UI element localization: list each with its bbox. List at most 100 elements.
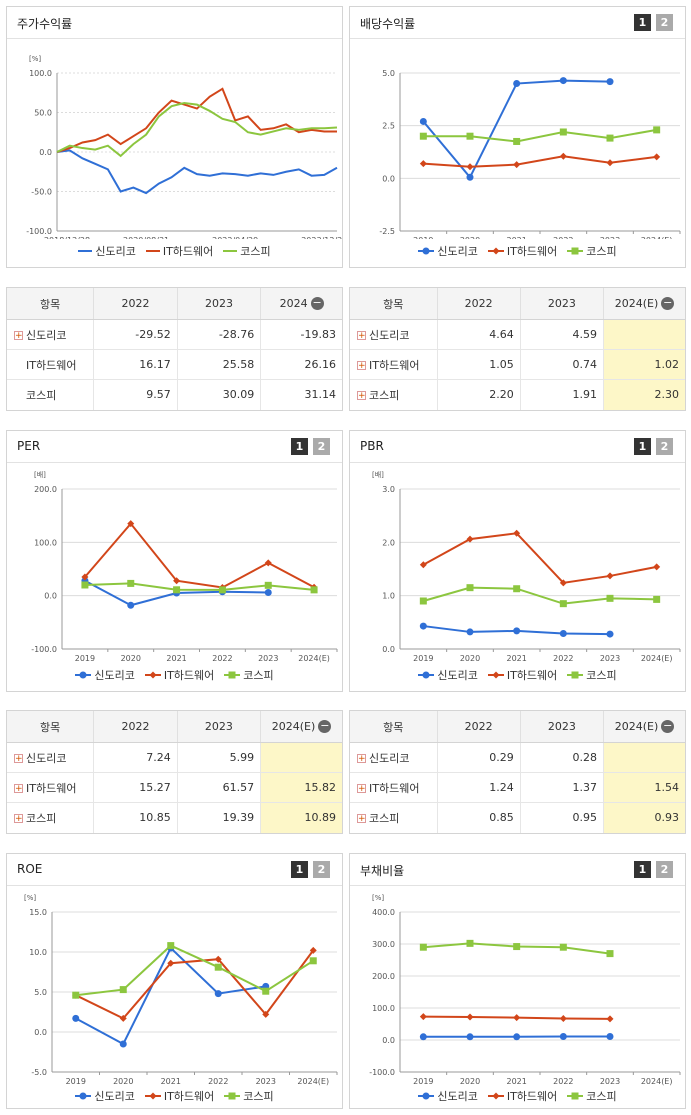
data-point (466, 1033, 474, 1041)
expand-icon[interactable]: + (14, 814, 23, 825)
legend-swatch (223, 250, 238, 252)
page-2-button[interactable]: 2 (656, 861, 673, 878)
y-tick-label: 5.0 (34, 988, 47, 997)
page-2-button[interactable]: 2 (656, 438, 673, 455)
y-tick-label: 0.0 (382, 1036, 395, 1045)
legend-item: 코스피 (224, 1088, 274, 1104)
x-tick-label: 2020 (460, 654, 480, 663)
row-label: + 코스피 (350, 802, 438, 833)
legend-swatch (75, 1092, 92, 1100)
data-point (167, 959, 175, 967)
legend-swatch (567, 247, 584, 255)
collapse-icon[interactable]: − (310, 296, 324, 311)
data-point (606, 572, 614, 580)
series-line (84, 522, 315, 589)
data-point (310, 586, 318, 594)
chart-legend: 신도리코 IT하드웨어 코스피 (350, 243, 685, 259)
column-header: 2023 (176, 288, 261, 320)
legend-swatch (224, 1092, 241, 1100)
expand-icon[interactable]: + (357, 331, 366, 341)
data-point (218, 586, 226, 594)
x-tick-label: 2019 (413, 1077, 433, 1086)
data-point (419, 597, 427, 605)
data-point (264, 588, 272, 596)
legend-item: IT하드웨어 (487, 243, 558, 259)
legend-item: 코스피 (223, 243, 271, 259)
data-point (513, 1033, 521, 1041)
legend-item: IT하드웨어 (145, 243, 213, 259)
table-cell (260, 742, 342, 773)
table-cell: 25.58 (176, 349, 261, 380)
legend-item: 코스피 (567, 1088, 617, 1104)
panel-title: 배당수익률 (360, 17, 416, 31)
expand-icon[interactable]: + (14, 331, 23, 341)
page-2-button[interactable]: 2 (313, 861, 330, 878)
collapse-icon[interactable]: − (661, 719, 675, 734)
x-tick-label: 2022/04/29 (212, 236, 258, 239)
page-1-button[interactable]: 1 (634, 861, 651, 878)
data-point (228, 671, 236, 679)
collapse-icon[interactable]: − (661, 296, 675, 311)
legend-label: 코스피 (586, 669, 617, 682)
column-header: 2023 (519, 711, 604, 743)
page-1-button[interactable]: 1 (291, 438, 308, 455)
legend-item: 신도리코 (75, 667, 135, 683)
data-point (466, 163, 474, 171)
expand-icon[interactable]: + (14, 754, 23, 764)
table-row: + 코스피 0.85 0.95 0.93 (350, 802, 685, 833)
legend-item: 코스피 (567, 667, 617, 683)
column-header: 2022 (93, 288, 178, 320)
expand-icon[interactable]: + (357, 814, 366, 825)
x-tick-label: 2023 (600, 654, 620, 663)
data-point (81, 581, 89, 589)
series-line (84, 582, 315, 591)
collapse-icon[interactable]: − (318, 719, 332, 734)
legend-item: 신도리코 (75, 1088, 135, 1104)
data-point (559, 600, 567, 608)
expand-icon[interactable]: + (357, 754, 366, 764)
data-point (419, 943, 427, 951)
legend-label: 코스피 (586, 1090, 617, 1103)
expand-icon[interactable]: + (14, 784, 23, 794)
page-2-button[interactable]: 2 (656, 14, 673, 31)
panel-header: PER 1 2 (7, 431, 342, 463)
y-tick-label: -100.0 (31, 645, 57, 654)
expand-icon[interactable]: + (357, 361, 366, 371)
table-cell: 15.82 (260, 772, 342, 803)
y-tick-label: 3.0 (382, 485, 395, 494)
table-cell: 26.16 (260, 349, 342, 380)
table-cell: 1.91 (519, 379, 604, 410)
y-tick-label: 0.0 (44, 592, 57, 601)
x-tick-label: 2018/12/28 (44, 236, 90, 239)
chart-legend: 신도리코 IT하드웨어 코스피 (7, 1088, 342, 1104)
data-point (559, 152, 567, 160)
y-axis-unit: [%] (29, 55, 41, 63)
data-point (81, 573, 89, 581)
data-point (422, 247, 430, 255)
legend-label: IT하드웨어 (163, 669, 215, 682)
row-label: + 신도리코 (7, 319, 94, 350)
table-row: + 코스피 2.20 1.91 2.30 (350, 379, 685, 410)
expand-icon[interactable]: + (357, 784, 366, 794)
table-cell: 2.20 (436, 379, 521, 410)
legend-label: IT하드웨어 (163, 1090, 215, 1103)
legend-label: IT하드웨어 (506, 1090, 558, 1103)
table-row: + 신도리코 4.64 4.59 (350, 319, 685, 350)
legend-swatch (487, 1092, 504, 1100)
panel-header: 주가수익률 (7, 7, 342, 39)
table-cell: 4.59 (519, 319, 604, 350)
page-1-button[interactable]: 1 (634, 438, 651, 455)
data-table: 항목 2022 2023 2024− + 신도리코 -29.52 -28.76 -19.83 IT… (7, 288, 342, 410)
legend-label: IT하드웨어 (506, 245, 558, 258)
legend-swatch (418, 1092, 435, 1100)
page-1-button[interactable]: 1 (291, 861, 308, 878)
page-2-button[interactable]: 2 (313, 438, 330, 455)
data-table: 항목 2022 2023 2024(E) − + 신도리코 4.64 4.59 + IT하드웨어 1.… (350, 288, 685, 410)
x-tick-label: 2023 (256, 1077, 276, 1086)
legend-item: 코스피 (224, 667, 274, 683)
stock-return-panel: 주가수익률 [%] 100.0 50.0 0.0 -50.0 -100.02018/12/… (6, 6, 343, 268)
data-point (214, 963, 222, 971)
page-1-button[interactable]: 1 (634, 14, 651, 31)
expand-icon[interactable]: + (357, 391, 366, 402)
data-table: 항목 2022 2023 2024(E) − + 신도리코 7.24 5.99 + IT하드웨어 15… (7, 711, 342, 833)
